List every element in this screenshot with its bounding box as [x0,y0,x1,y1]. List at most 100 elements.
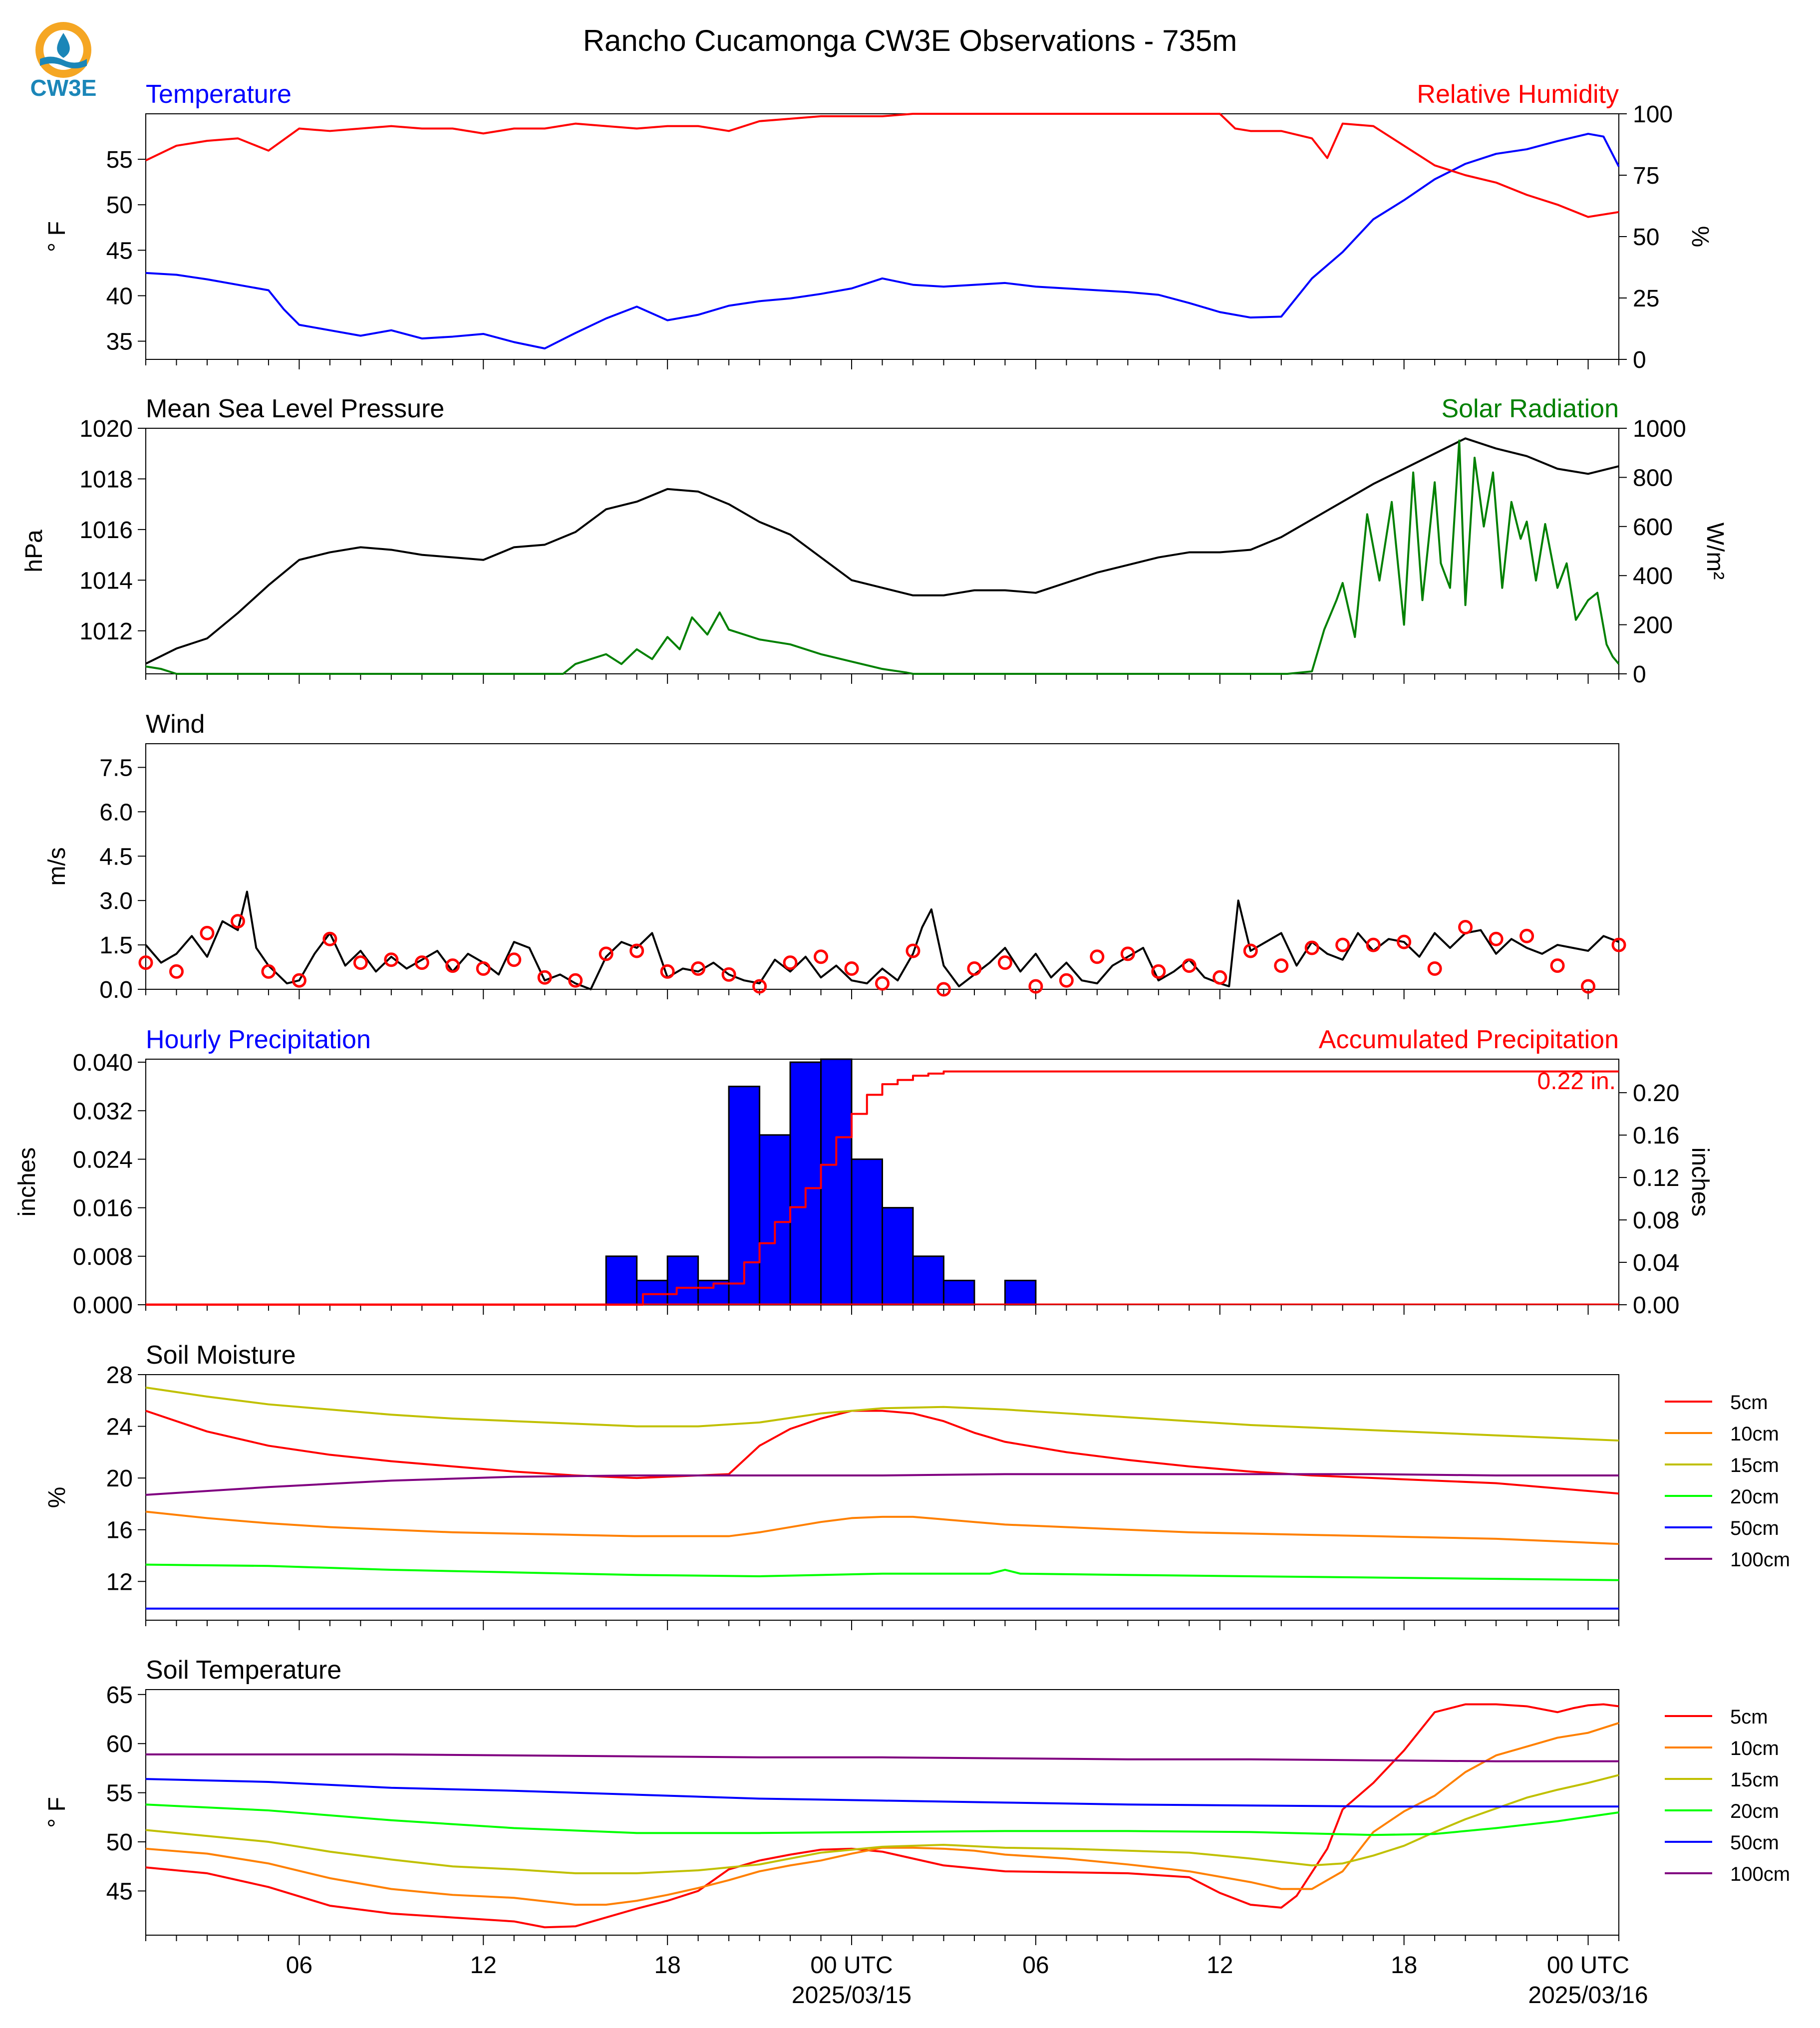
gust-marker [691,961,706,976]
y-tick-label: 65 [106,1682,133,1709]
series-line-wind-speed [145,890,1619,990]
legend-entry: 20cm [1730,1800,1779,1822]
legend-entry: 15cm [1730,1769,1779,1791]
series-line-50cm [145,1778,1619,1808]
y-axis-label: % [44,1487,70,1508]
legend-entry: 100cm [1730,1863,1790,1885]
gust-marker [1366,937,1381,952]
x-tick-label: 00 UTC [810,1952,893,1979]
y-tick-label: 0.024 [73,1147,133,1173]
y-axis-label: inches [14,1148,40,1217]
precip-bar [759,1134,791,1306]
gust-marker [1427,961,1442,976]
y-axis-label: m/s [44,847,70,885]
series-line-solar-radiation [145,439,1620,675]
panel-wind: 0.0 1.5 3.0 4.5 6.0 7.5 Wind m/s [44,710,1626,1003]
x-tick-label: 18 [1391,1952,1417,1979]
y-tick-label: 0.008 [73,1244,133,1270]
gust-marker [1243,943,1258,958]
gust-marker [721,967,736,982]
gust-marker [1120,946,1135,961]
precip-bar [605,1255,638,1306]
gust-marker [1151,964,1166,979]
y2-axis-label: % [1687,226,1713,248]
legend-entry: 10cm [1730,1423,1779,1445]
panel-precip: 0.000 0.008 0.016 0.024 0.032 0.040 0.00 0.04 0.… [14,1025,1713,1319]
precip-bar [882,1207,914,1306]
legend: 5cm 10cm 15cm 20cm 50cm 100cm [1665,1392,1790,1571]
panel-title-left: Temperature [146,80,292,109]
panel-title-left: Soil Temperature [146,1656,341,1685]
y2-tick-label: 800 [1633,465,1673,491]
y-axis-label: ° F [44,1797,70,1828]
gust-marker [1611,937,1626,952]
gust-marker [353,955,368,970]
series-line-15cm [145,1386,1619,1442]
precip-bar [912,1255,944,1306]
panel-title-right: Solar Radiation [1441,394,1619,423]
y2-tick-label: 0.16 [1633,1123,1679,1149]
x-tick-label: 12 [1207,1952,1233,1979]
gust-marker [599,946,613,961]
precip-bar [666,1255,699,1306]
y-tick-label: 35 [106,329,133,355]
panel-title-left: Hourly Precipitation [146,1025,371,1054]
cw3e-logo: CW3E [30,22,96,101]
y-tick-label: 50 [106,1829,133,1856]
gust-marker [967,961,982,976]
gust-marker [660,964,675,979]
y2-tick-label: 0.08 [1633,1207,1679,1234]
gust-marker [537,970,552,985]
panel-title-left: Soil Moisture [146,1341,296,1370]
gust-marker [1458,920,1473,935]
y2-tick-label: 0.00 [1633,1292,1679,1319]
y2-tick-label: 0.20 [1633,1080,1679,1107]
gust-marker [384,952,399,967]
y2-tick-label: 0.12 [1633,1165,1679,1191]
y-tick-label: 1018 [79,466,133,493]
y-tick-label: 55 [106,1780,133,1807]
precip-bar [820,1058,853,1306]
x-tick-label: 06 [286,1952,312,1979]
panel-title-right: Relative Humidity [1417,80,1619,109]
gust-marker [1182,958,1197,973]
gust-marker [476,961,491,976]
gust-marker [906,943,920,958]
precip-bar [789,1061,822,1306]
gust-marker [322,931,337,946]
panel-title-left: Mean Sea Level Pressure [146,394,444,423]
series-line-5cm [145,1410,1619,1495]
y2-tick-label: 0 [1633,347,1646,373]
precip-bar [942,1279,975,1306]
legend-entry: 5cm [1730,1392,1768,1414]
series-line-relative-humidity [145,113,1619,218]
series-line-5cm [145,1703,1619,1929]
series-line-15cm [145,1774,1619,1875]
gust-marker [1335,937,1350,952]
gust-marker [814,949,829,964]
y-tick-label: 0.040 [73,1050,133,1076]
gust-marker [783,955,798,970]
gust-marker [1304,940,1319,955]
chart-panels: 35 40 45 50 55 0 25 50 75 100 Temperature Relative … [14,80,1790,2009]
y2-axis-label: W/m² [1702,523,1728,580]
x-tick-label: 00 UTC [1547,1952,1629,1979]
y-tick-label: 20 [106,1465,133,1492]
gust-marker [936,982,951,997]
figure-title: Rancho Cucamonga CW3E Observations - 735… [583,24,1237,57]
y-tick-label: 6.0 [99,799,133,826]
series-line-100cm [145,1473,1619,1496]
y-axis-label: hPa [21,530,47,573]
precip-bar [636,1279,668,1306]
legend-entry: 15cm [1730,1454,1779,1476]
y-tick-label: 24 [106,1414,133,1441]
x-tick-label: 06 [1022,1952,1049,1979]
y2-tick-label: 400 [1633,563,1673,589]
y-tick-label: 1012 [79,618,133,645]
panel-title-right: Accumulated Precipitation [1319,1025,1619,1054]
y-tick-label: 0.016 [73,1195,133,1222]
y-tick-label: 7.5 [99,755,133,781]
